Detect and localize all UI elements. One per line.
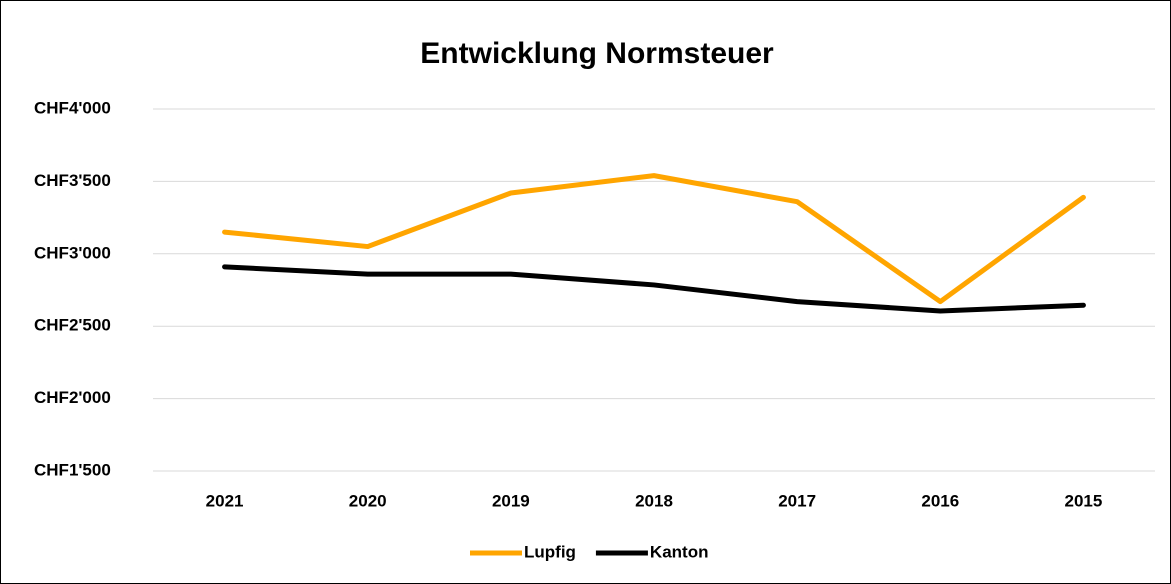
- line-series: [222, 264, 1086, 314]
- line-series: [222, 173, 1086, 305]
- y-tick-label: CHF2'500: [34, 316, 111, 335]
- x-tick-label: 2017: [778, 491, 816, 510]
- y-tick-label: CHF1'500: [34, 460, 111, 479]
- x-tick-label: 2018: [635, 491, 673, 510]
- y-tick-label: CHF3'000: [34, 243, 111, 262]
- x-tick-label: 2020: [349, 491, 387, 510]
- chart-title: Entwicklung Normsteuer: [420, 37, 774, 70]
- x-tick-label: 2021: [206, 491, 244, 510]
- legend-label: Lupfig: [524, 542, 576, 561]
- x-tick-label: 2015: [1065, 491, 1103, 510]
- y-tick-label: CHF2'000: [34, 388, 111, 407]
- y-tick-label: CHF4'000: [34, 98, 111, 117]
- x-tick-label: 2019: [492, 491, 530, 510]
- y-tick-label: CHF3'500: [34, 171, 111, 190]
- x-tick-label: 2016: [921, 491, 959, 510]
- legend-label: Kanton: [650, 542, 709, 561]
